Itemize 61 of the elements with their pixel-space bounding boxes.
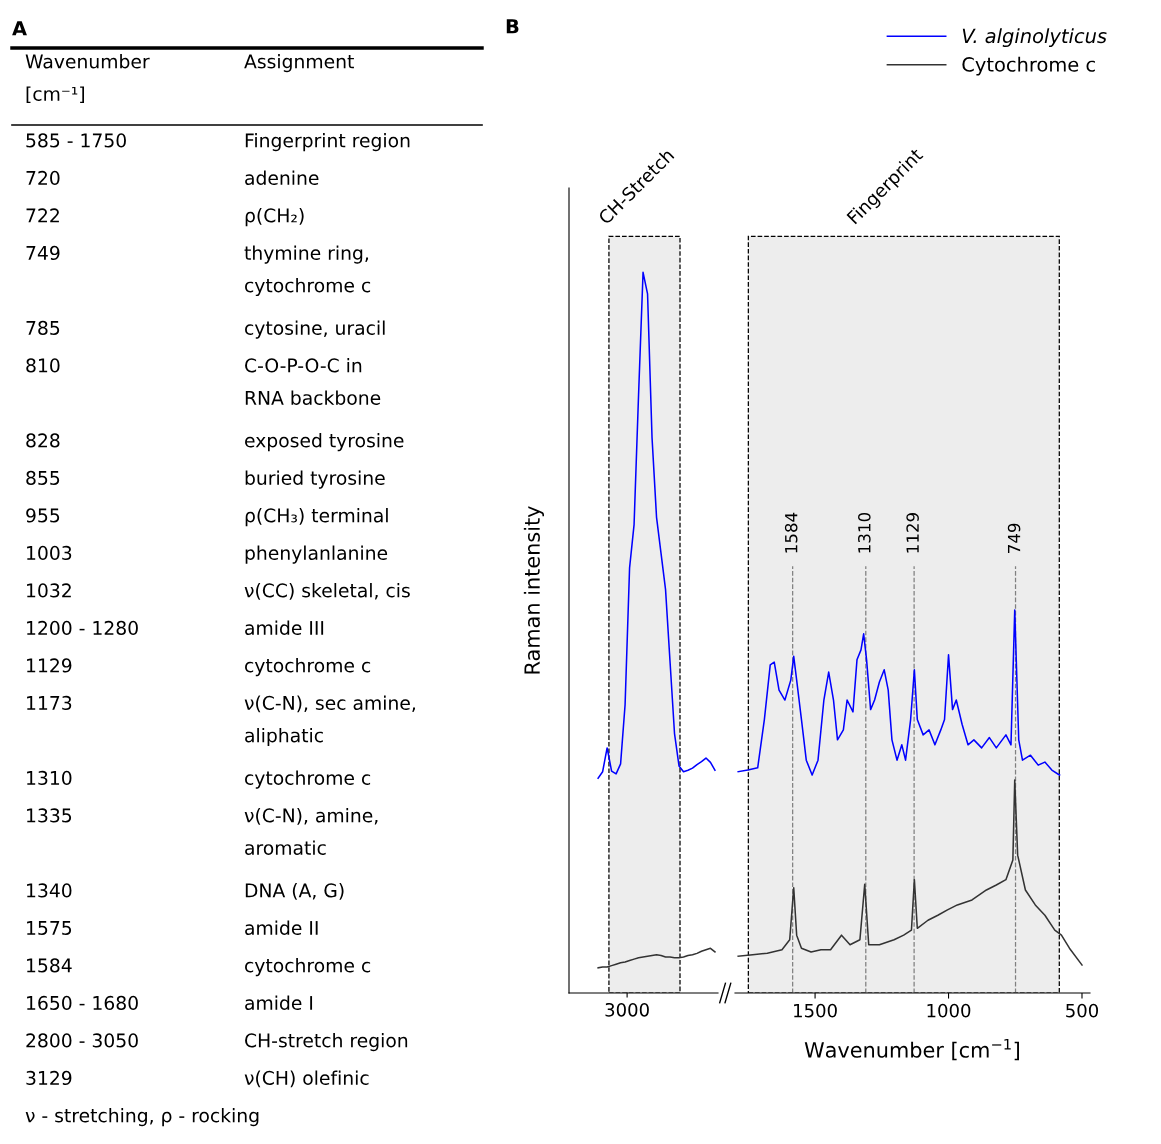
text: ν - stretching, ρ - rocking bbox=[25, 1108, 259, 1127]
text: ν(C-N), sec amine, aliphatic bbox=[244, 695, 415, 747]
text: 1575 bbox=[27, 921, 72, 936]
text: A bbox=[12, 21, 27, 36]
text: 1129 bbox=[27, 658, 72, 673]
text: DNA (A, G) bbox=[245, 883, 344, 900]
text: 785 bbox=[26, 320, 60, 336]
text: Assignment bbox=[244, 54, 354, 73]
text: cytochrome c bbox=[245, 658, 371, 677]
text: exposed tyrosine bbox=[245, 433, 404, 452]
text: ν(C-N), amine, aromatic bbox=[244, 808, 378, 855]
y-axis-title: Raman intensity bbox=[523, 506, 544, 674]
text: buried tyrosine bbox=[245, 470, 385, 489]
text: cytosine, uracil bbox=[245, 320, 385, 339]
text: amide I bbox=[245, 995, 313, 1011]
text: adenine bbox=[245, 170, 319, 186]
x-tick-label: 1000 bbox=[927, 1003, 971, 1018]
ref-line-label: 749 bbox=[1007, 523, 1021, 553]
text: 1200 - 1280 bbox=[27, 620, 138, 636]
text: Wavenumber [cm⁻¹] bbox=[25, 54, 150, 104]
text: amide III bbox=[245, 620, 324, 636]
text: 3129 bbox=[26, 1070, 72, 1086]
text: 1584 bbox=[27, 958, 72, 973]
text: 1650 - 1680 bbox=[27, 995, 138, 1011]
chart-title: B bbox=[506, 19, 519, 34]
text: 955 bbox=[26, 508, 60, 523]
text: 810 bbox=[26, 358, 60, 373]
text: 3000 bbox=[605, 1002, 649, 1017]
text: 828 bbox=[26, 433, 60, 448]
text: 1173 bbox=[27, 695, 72, 711]
ref-line-label: 1584 bbox=[784, 512, 798, 553]
text: amide II bbox=[245, 920, 318, 936]
text: 1032 bbox=[27, 583, 71, 598]
text: cytochrome c bbox=[245, 770, 371, 789]
text: 722 bbox=[26, 208, 59, 223]
text: CH-stretch region bbox=[245, 1033, 408, 1052]
text: 585 - 1750 bbox=[26, 133, 126, 148]
x-tick-label: 500 bbox=[1066, 1003, 1099, 1018]
text: ν(CC) skeletal, cis bbox=[244, 583, 410, 600]
text: cytochrome c bbox=[245, 958, 371, 977]
text: ρ(CH₃) terminal bbox=[245, 508, 388, 527]
text: 855 bbox=[26, 470, 60, 486]
text: 1340 bbox=[27, 883, 72, 898]
x-tick-label: 1500 bbox=[794, 1003, 837, 1018]
text: Fingerprint region bbox=[245, 133, 410, 152]
ref-line-label: 1310 bbox=[858, 512, 871, 553]
x-axis-title: Wavenumber [cm$^{−1}$] bbox=[804, 1038, 1019, 1061]
text: 1003 bbox=[27, 545, 72, 561]
text: ν(CH) olefinic bbox=[244, 1070, 369, 1088]
text: C-O-P-O-C in RNA backbone bbox=[245, 358, 381, 405]
ref-line-label: 1129 bbox=[906, 513, 919, 553]
legend-label: Cytochrome c bbox=[962, 56, 1095, 76]
legend-label: V. alginolyticus bbox=[962, 28, 1107, 48]
text: ρ(CH₂) bbox=[245, 208, 304, 227]
text: 1335 bbox=[27, 808, 72, 823]
text: phenylanlanine bbox=[245, 545, 388, 564]
text: thymine ring, cytochrome c bbox=[244, 245, 371, 297]
text: 720 bbox=[26, 170, 60, 186]
text: 1310 bbox=[27, 770, 72, 786]
text: 2800 - 3050 bbox=[26, 1033, 138, 1048]
text: 749 bbox=[26, 245, 60, 261]
